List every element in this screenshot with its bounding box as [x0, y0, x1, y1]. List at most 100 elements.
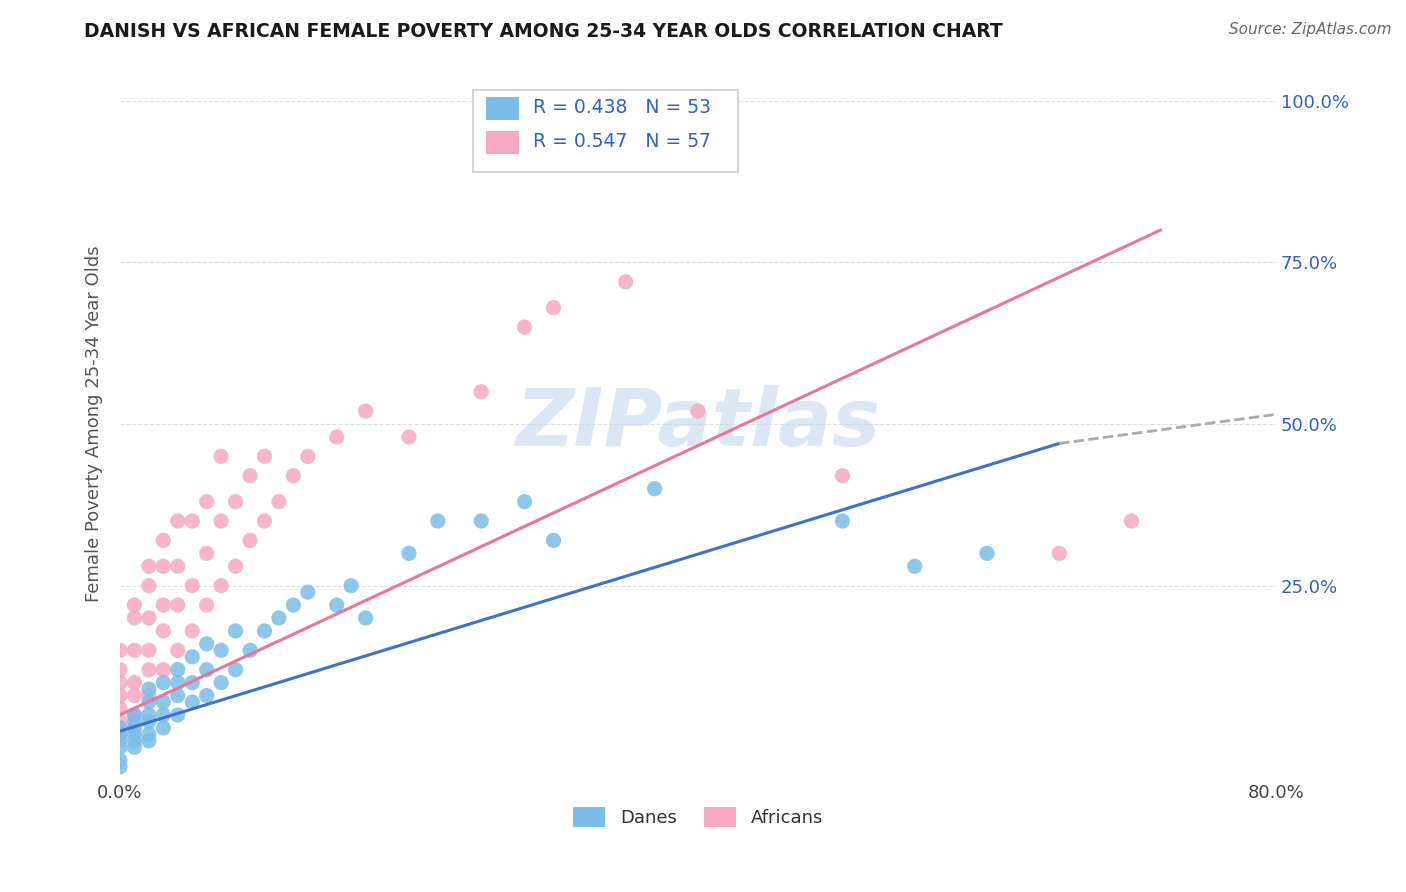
Text: R = 0.547   N = 57: R = 0.547 N = 57: [533, 132, 710, 152]
Point: [152, 559, 174, 574]
Point: [124, 708, 146, 723]
Text: DANISH VS AFRICAN FEMALE POVERTY AMONG 25-34 YEAR OLDS CORRELATION CHART: DANISH VS AFRICAN FEMALE POVERTY AMONG 2…: [84, 22, 1002, 41]
Point: [124, 740, 146, 755]
Point: [267, 494, 290, 508]
Text: Source: ZipAtlas.com: Source: ZipAtlas.com: [1229, 22, 1392, 37]
Point: [166, 643, 188, 657]
Point: [152, 695, 174, 709]
Point: [354, 611, 377, 625]
Point: [124, 689, 146, 703]
Point: [152, 598, 174, 612]
Point: [470, 384, 492, 399]
Point: [138, 734, 160, 748]
Point: [108, 643, 131, 657]
Point: [108, 701, 131, 715]
Point: [225, 494, 247, 508]
Point: [138, 695, 160, 709]
Point: [166, 708, 188, 723]
Point: [325, 598, 347, 612]
Point: [181, 514, 204, 528]
Bar: [486, 97, 519, 120]
Point: [209, 450, 232, 464]
Point: [124, 721, 146, 735]
Point: [124, 643, 146, 657]
Point: [831, 514, 853, 528]
Point: [152, 663, 174, 677]
Point: [108, 675, 131, 690]
Point: [181, 649, 204, 664]
Point: [195, 598, 218, 612]
Point: [209, 643, 232, 657]
Point: [253, 624, 276, 638]
Point: [297, 585, 319, 599]
Point: [181, 675, 204, 690]
Point: [152, 721, 174, 735]
Point: [108, 714, 131, 729]
Point: [976, 546, 998, 560]
Point: [253, 514, 276, 528]
Point: [166, 598, 188, 612]
Point: [195, 663, 218, 677]
Point: [325, 430, 347, 444]
Point: [831, 468, 853, 483]
Point: [283, 468, 305, 483]
Point: [340, 579, 363, 593]
Point: [124, 727, 146, 741]
Point: [138, 682, 160, 697]
Point: [108, 721, 131, 735]
Point: [904, 559, 927, 574]
Point: [181, 695, 204, 709]
Point: [124, 714, 146, 729]
Point: [239, 533, 262, 548]
Point: [138, 559, 160, 574]
Point: [195, 494, 218, 508]
Point: [138, 708, 160, 723]
Point: [267, 611, 290, 625]
Bar: [486, 131, 519, 153]
Point: [225, 624, 247, 638]
Point: [398, 546, 420, 560]
Point: [209, 675, 232, 690]
Point: [108, 753, 131, 767]
Point: [1047, 546, 1070, 560]
Point: [166, 675, 188, 690]
Point: [1121, 514, 1143, 528]
Point: [138, 663, 160, 677]
Point: [195, 637, 218, 651]
Point: [124, 611, 146, 625]
Point: [209, 514, 232, 528]
Point: [152, 708, 174, 723]
Y-axis label: Female Poverty Among 25-34 Year Olds: Female Poverty Among 25-34 Year Olds: [86, 246, 103, 602]
Point: [108, 734, 131, 748]
Point: [152, 675, 174, 690]
Point: [195, 546, 218, 560]
Point: [138, 714, 160, 729]
Point: [470, 514, 492, 528]
Point: [138, 611, 160, 625]
Point: [152, 624, 174, 638]
Point: [426, 514, 449, 528]
Point: [297, 450, 319, 464]
Point: [614, 275, 637, 289]
Point: [686, 404, 709, 418]
Point: [124, 734, 146, 748]
Point: [644, 482, 666, 496]
Point: [124, 598, 146, 612]
Bar: [472, 90, 738, 171]
Point: [138, 727, 160, 741]
Point: [138, 689, 160, 703]
Point: [195, 689, 218, 703]
Point: [181, 624, 204, 638]
Point: [108, 727, 131, 741]
Point: [354, 404, 377, 418]
Point: [166, 559, 188, 574]
Point: [253, 450, 276, 464]
Point: [513, 320, 536, 334]
Point: [239, 468, 262, 483]
Point: [108, 689, 131, 703]
Point: [398, 430, 420, 444]
Point: [209, 579, 232, 593]
Point: [124, 675, 146, 690]
Point: [108, 727, 131, 741]
Point: [166, 689, 188, 703]
